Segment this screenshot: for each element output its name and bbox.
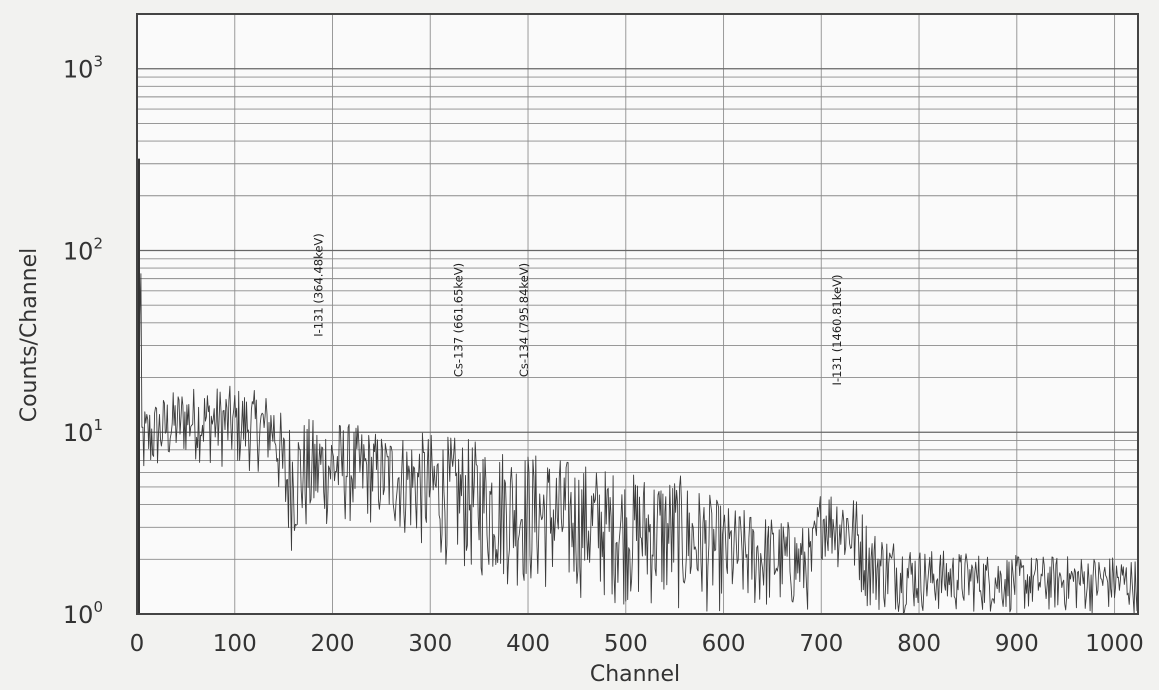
x-axis-label: Channel: [590, 662, 680, 686]
plot-frame: [136, 13, 1139, 615]
x-tick-label: 400: [506, 631, 550, 657]
y-tick-base: 10: [63, 237, 94, 265]
y-tick-base: 10: [63, 56, 94, 84]
x-tick-label: 100: [213, 631, 257, 657]
peak-annotation: Cs-137 (661.65keV): [452, 263, 466, 377]
spectrum-series: [137, 158, 1139, 615]
y-tick-exponent: 3: [93, 53, 103, 71]
peak-annotations: I-131 (364.48keV) Cs-137 (661.65keV) Cs-13…: [312, 233, 844, 385]
y-tick-base: 10: [63, 601, 94, 629]
y-axis-label: Counts/Channel: [17, 248, 42, 423]
x-tick-label: 900: [995, 631, 1039, 657]
y-tick-label: 100: [63, 598, 103, 629]
y-tick-label: 103: [63, 53, 103, 84]
x-tick-labels: 0 100 200 300 400 500 600 700 800 900 1000: [130, 631, 1144, 657]
y-tick-exponent: 2: [93, 234, 103, 252]
x-tick-label: 200: [311, 631, 355, 657]
spectrum-trace: [137, 273, 1139, 615]
y-tick-base: 10: [63, 419, 94, 447]
y-tick-label: 102: [63, 234, 103, 265]
peak-annotation: I-131 (1460.81keV): [830, 275, 844, 386]
y-tick-exponent: 0: [93, 598, 103, 616]
y-tick-label: 101: [63, 416, 103, 447]
x-tick-label: 300: [408, 631, 452, 657]
y-tick-exponent: 1: [93, 416, 103, 434]
peak-annotation: I-131 (364.48keV): [312, 233, 326, 337]
peak-annotation: Cs-134 (795.84keV): [517, 263, 531, 377]
x-tick-label: 600: [702, 631, 746, 657]
x-tick-label: 0: [130, 631, 145, 657]
x-tick-label: 500: [604, 631, 648, 657]
x-tick-label: 1000: [1085, 631, 1144, 657]
x-tick-label: 800: [897, 631, 941, 657]
x-tick-label: 700: [799, 631, 843, 657]
